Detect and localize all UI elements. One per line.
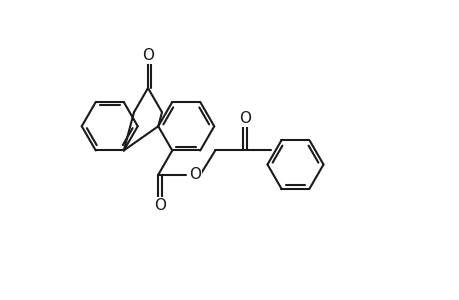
Text: O: O (154, 198, 166, 213)
Text: O: O (189, 167, 201, 182)
Text: O: O (239, 111, 251, 126)
Text: O: O (142, 48, 154, 63)
